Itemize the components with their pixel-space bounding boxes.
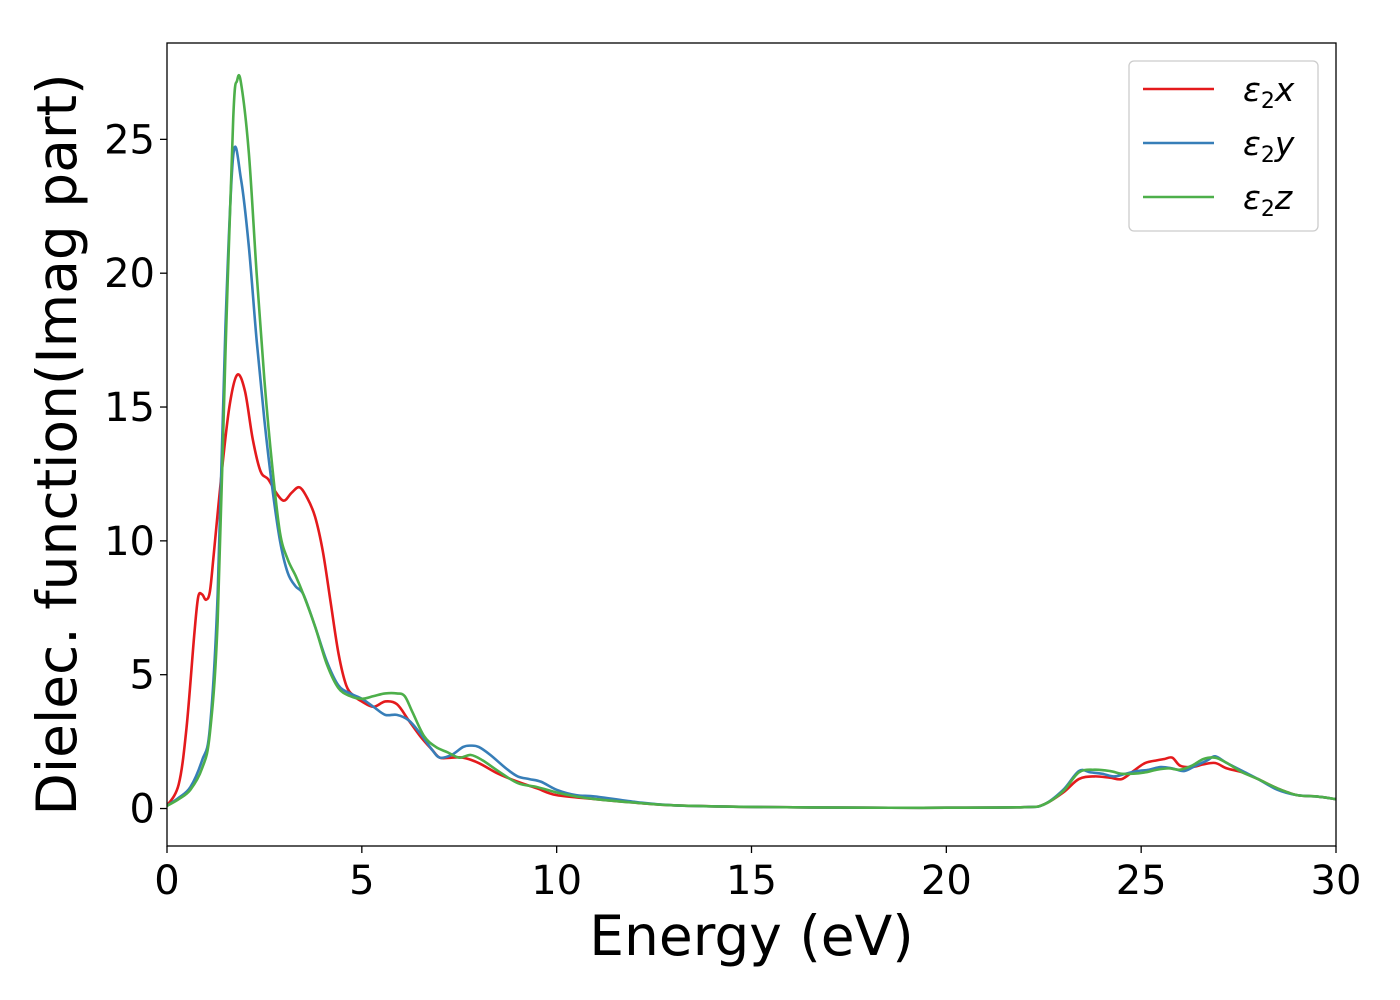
y-tick-label: 0 [130,787,155,833]
x-tick-label: 25 [1116,858,1167,904]
x-tick-label: 20 [921,858,972,904]
series-group [167,73,1336,810]
series-line-x [167,373,1336,810]
x-tick-label: 10 [531,858,582,904]
y-tick-label: 20 [104,251,155,297]
y-tick-label: 25 [104,117,155,163]
legend-box [1128,60,1319,232]
series-line-y [167,145,1336,810]
legend: ε2x ε2y ε2z [1128,60,1319,232]
y-tick-label: 10 [104,519,155,565]
y-tick-label: 15 [104,385,155,431]
plot-frame [166,42,1337,847]
y-axis-ticks: 0 5 10 15 20 25 [104,117,167,833]
x-tick-label: 15 [726,858,777,904]
x-axis-label: Energy (eV) [589,904,913,968]
x-tick-label: 30 [1311,858,1362,904]
x-axis-ticks: 0 5 10 15 20 25 30 [154,846,1361,904]
x-tick-label: 5 [349,858,374,904]
x-tick-label: 0 [154,858,179,904]
series-line-z [167,73,1336,810]
legend-label-x: ε2x [1243,70,1295,114]
y-axis-label: Dielec. function(Imag part) [25,73,89,815]
y-tick-label: 5 [130,653,155,699]
legend-label-z: ε2z [1243,178,1293,222]
legend-label-y: ε2y [1243,124,1295,168]
